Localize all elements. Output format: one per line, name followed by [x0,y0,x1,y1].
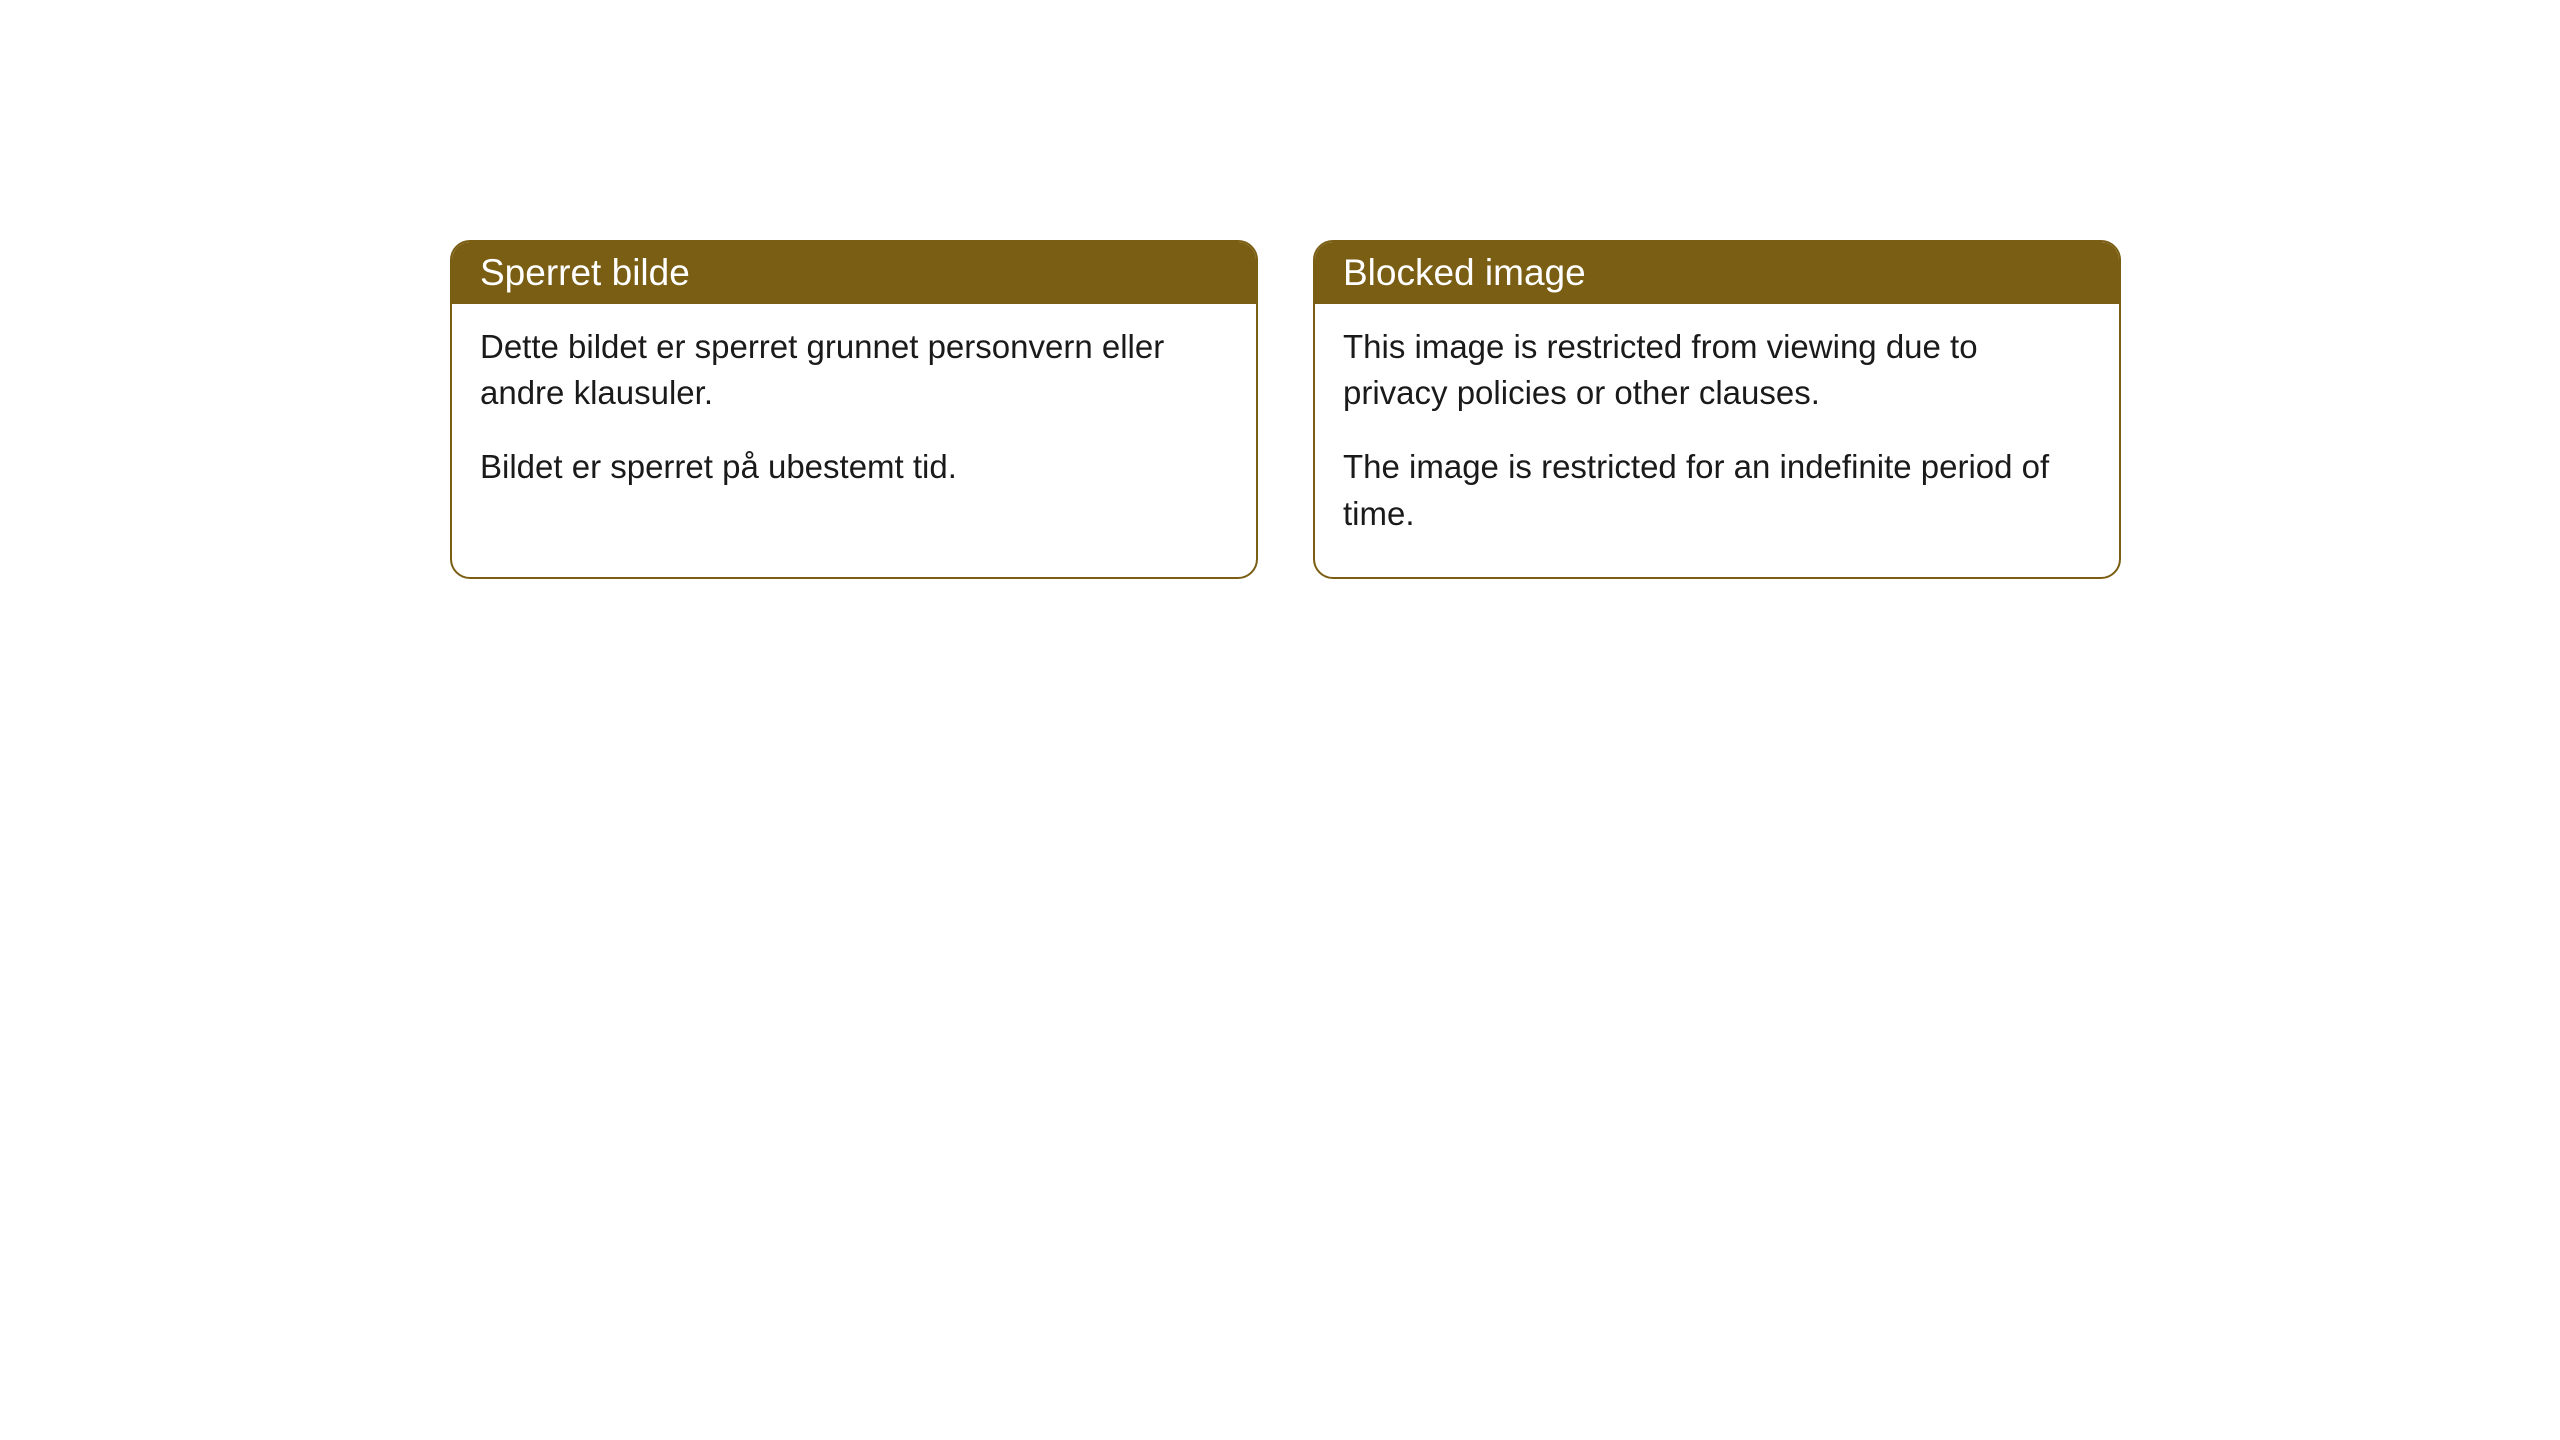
card-body: Dette bildet er sperret grunnet personve… [452,304,1256,531]
card-header: Sperret bilde [452,242,1256,304]
card-header: Blocked image [1315,242,2119,304]
cards-container: Sperret bilde Dette bildet er sperret gr… [0,0,2560,579]
card-paragraph: Bildet er sperret på ubestemt tid. [480,444,1228,490]
card-paragraph: The image is restricted for an indefinit… [1343,444,2091,536]
card-paragraph: Dette bildet er sperret grunnet personve… [480,324,1228,416]
card-body: This image is restricted from viewing du… [1315,304,2119,577]
card-title: Sperret bilde [480,252,690,293]
blocked-image-card-english: Blocked image This image is restricted f… [1313,240,2121,579]
blocked-image-card-norwegian: Sperret bilde Dette bildet er sperret gr… [450,240,1258,579]
card-title: Blocked image [1343,252,1586,293]
card-paragraph: This image is restricted from viewing du… [1343,324,2091,416]
